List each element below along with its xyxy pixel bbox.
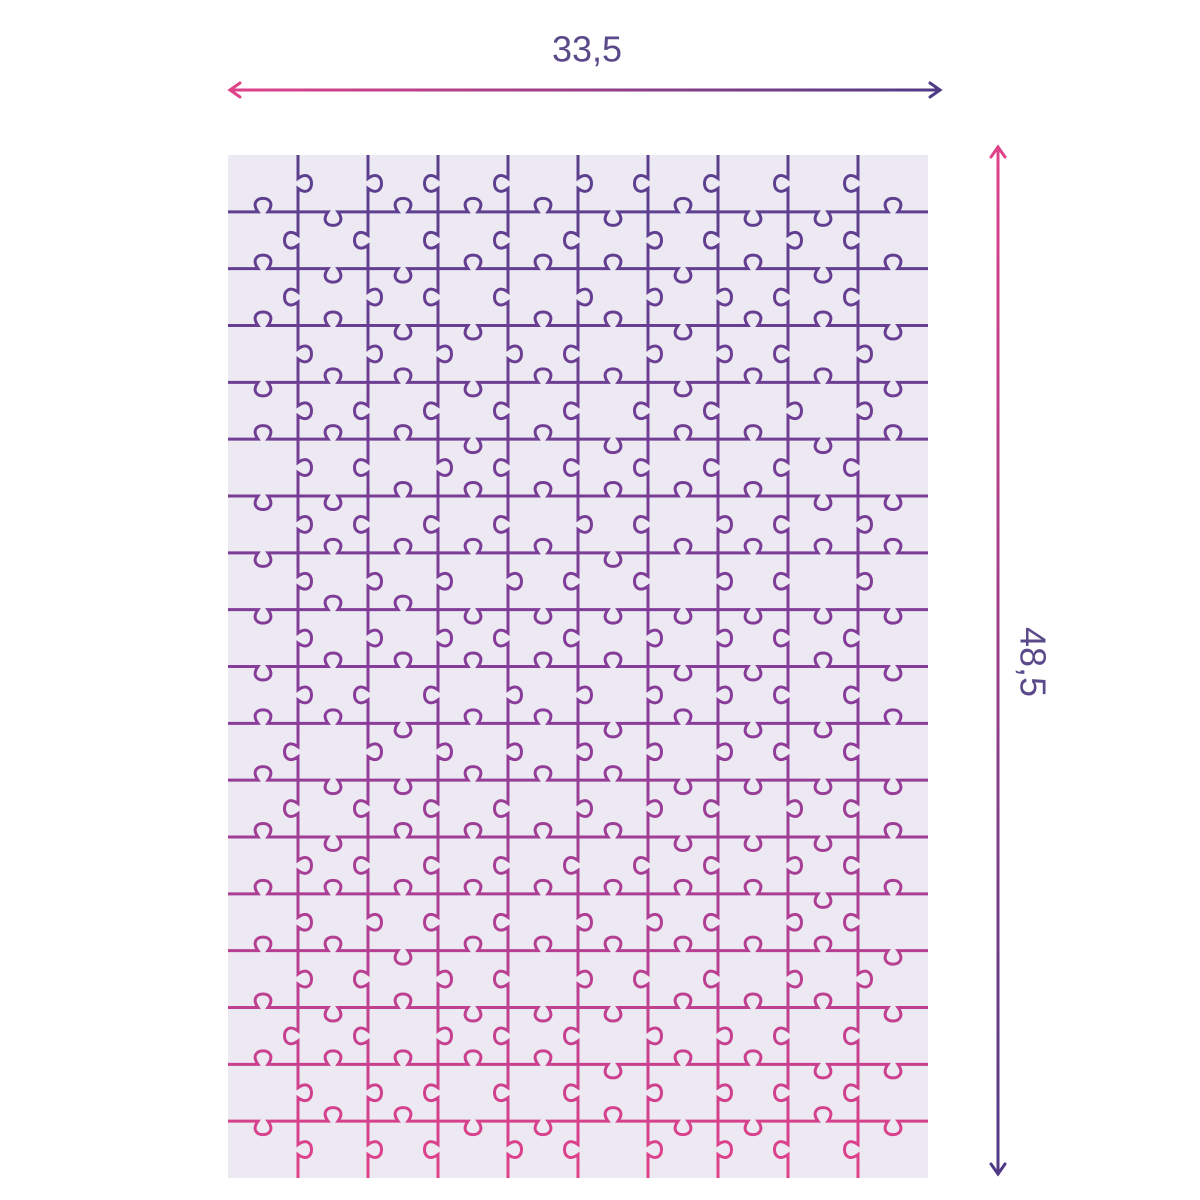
width-label: 33,5 (552, 29, 622, 70)
puzzle-grid (228, 155, 928, 1178)
puzzle-cuts (228, 155, 928, 1178)
height-label: 48,5 (1012, 627, 1053, 697)
height-arrow (989, 144, 1007, 1177)
width-arrow (227, 81, 943, 99)
